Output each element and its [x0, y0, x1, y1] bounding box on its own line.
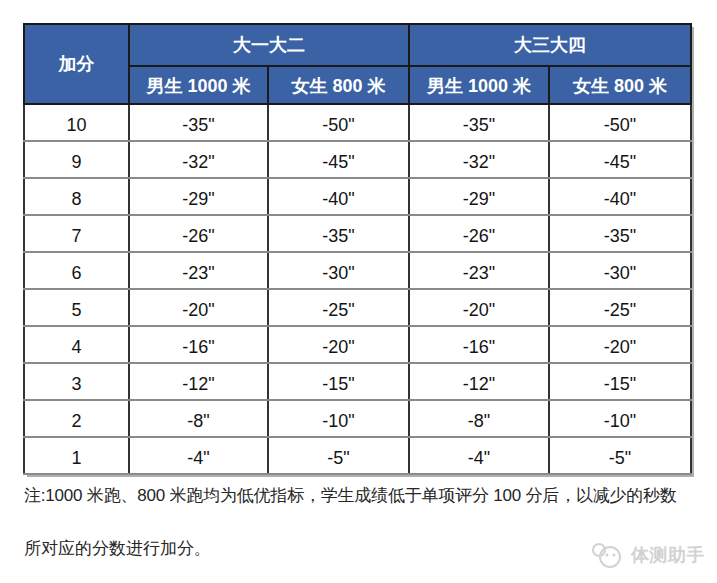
table-row: 7-26"-35"-26"-35"	[24, 215, 691, 252]
note-line-2: 所对应的分数进行加分。	[24, 537, 211, 560]
time-reduction-cell: -25"	[268, 289, 409, 326]
table-row: 2-8"-10"-8"-10"	[24, 400, 691, 437]
mascot-icon	[590, 541, 624, 569]
time-reduction-cell: -5"	[549, 437, 691, 474]
bonus-score-table-wrap: 加分 大一大二 大三大四 男生 1000 米 女生 800 米 男生 1000 …	[23, 23, 692, 475]
note-line-1: 注:1000 米跑、800 米跑均为低优指标，学生成绩低于单项评分 100 分后…	[24, 484, 677, 507]
table-row: 10-35"-50"-35"-50"	[24, 104, 691, 141]
time-reduction-cell: -4"	[129, 437, 268, 474]
time-reduction-cell: -15"	[268, 363, 409, 400]
time-reduction-cell: -8"	[129, 400, 268, 437]
time-reduction-cell: -23"	[409, 252, 549, 289]
time-reduction-cell: -30"	[549, 252, 691, 289]
time-reduction-cell: -20"	[268, 326, 409, 363]
time-reduction-cell: -23"	[129, 252, 268, 289]
bonus-score-table: 加分 大一大二 大三大四 男生 1000 米 女生 800 米 男生 1000 …	[23, 23, 692, 475]
time-reduction-cell: -32"	[129, 141, 268, 178]
table-row: 5-20"-25"-20"-25"	[24, 289, 691, 326]
sub-header-male-1000m-a: 男生 1000 米	[129, 66, 268, 104]
table-row: 6-23"-30"-23"-30"	[24, 252, 691, 289]
bonus-points-cell: 10	[24, 104, 129, 141]
time-reduction-cell: -30"	[268, 252, 409, 289]
group-header-freshman-sophomore: 大一大二	[129, 24, 409, 66]
time-reduction-cell: -45"	[268, 141, 409, 178]
time-reduction-cell: -40"	[549, 178, 691, 215]
bonus-points-cell: 2	[24, 400, 129, 437]
time-reduction-cell: -8"	[409, 400, 549, 437]
time-reduction-cell: -20"	[549, 326, 691, 363]
header-group-row: 加分 大一大二 大三大四	[24, 24, 691, 66]
time-reduction-cell: -20"	[129, 289, 268, 326]
time-reduction-cell: -5"	[268, 437, 409, 474]
time-reduction-cell: -26"	[129, 215, 268, 252]
time-reduction-cell: -50"	[549, 104, 691, 141]
watermark-text: 体测助手	[631, 543, 705, 567]
table-row: 3-12"-15"-12"-15"	[24, 363, 691, 400]
time-reduction-cell: -35"	[129, 104, 268, 141]
sub-header-male-1000m-b: 男生 1000 米	[409, 66, 549, 104]
table-row: 8-29"-40"-29"-40"	[24, 178, 691, 215]
time-reduction-cell: -25"	[549, 289, 691, 326]
time-reduction-cell: -16"	[129, 326, 268, 363]
time-reduction-cell: -40"	[268, 178, 409, 215]
table-row: 4-16"-20"-16"-20"	[24, 326, 691, 363]
watermark: 体测助手	[590, 541, 705, 569]
time-reduction-cell: -35"	[409, 104, 549, 141]
time-reduction-cell: -32"	[409, 141, 549, 178]
sub-header-female-800m-a: 女生 800 米	[268, 66, 409, 104]
time-reduction-cell: -12"	[409, 363, 549, 400]
table-row: 1-4"-5"-4"-5"	[24, 437, 691, 474]
time-reduction-cell: -4"	[409, 437, 549, 474]
bonus-points-cell: 6	[24, 252, 129, 289]
time-reduction-cell: -12"	[129, 363, 268, 400]
time-reduction-cell: -50"	[268, 104, 409, 141]
bonus-points-cell: 7	[24, 215, 129, 252]
time-reduction-cell: -29"	[409, 178, 549, 215]
bonus-points-cell: 9	[24, 141, 129, 178]
bonus-points-cell: 1	[24, 437, 129, 474]
time-reduction-cell: -45"	[549, 141, 691, 178]
time-reduction-cell: -35"	[268, 215, 409, 252]
corner-header-cell: 加分	[24, 24, 129, 104]
bonus-points-cell: 3	[24, 363, 129, 400]
time-reduction-cell: -29"	[129, 178, 268, 215]
time-reduction-cell: -26"	[409, 215, 549, 252]
time-reduction-cell: -20"	[409, 289, 549, 326]
group-header-junior-senior: 大三大四	[409, 24, 691, 66]
time-reduction-cell: -15"	[549, 363, 691, 400]
time-reduction-cell: -10"	[268, 400, 409, 437]
sub-header-female-800m-b: 女生 800 米	[549, 66, 691, 104]
time-reduction-cell: -35"	[549, 215, 691, 252]
table-row: 9-32"-45"-32"-45"	[24, 141, 691, 178]
bonus-points-cell: 8	[24, 178, 129, 215]
bonus-points-cell: 4	[24, 326, 129, 363]
time-reduction-cell: -10"	[549, 400, 691, 437]
table-body: 10-35"-50"-35"-50"9-32"-45"-32"-45"8-29"…	[24, 104, 691, 474]
bonus-points-cell: 5	[24, 289, 129, 326]
time-reduction-cell: -16"	[409, 326, 549, 363]
